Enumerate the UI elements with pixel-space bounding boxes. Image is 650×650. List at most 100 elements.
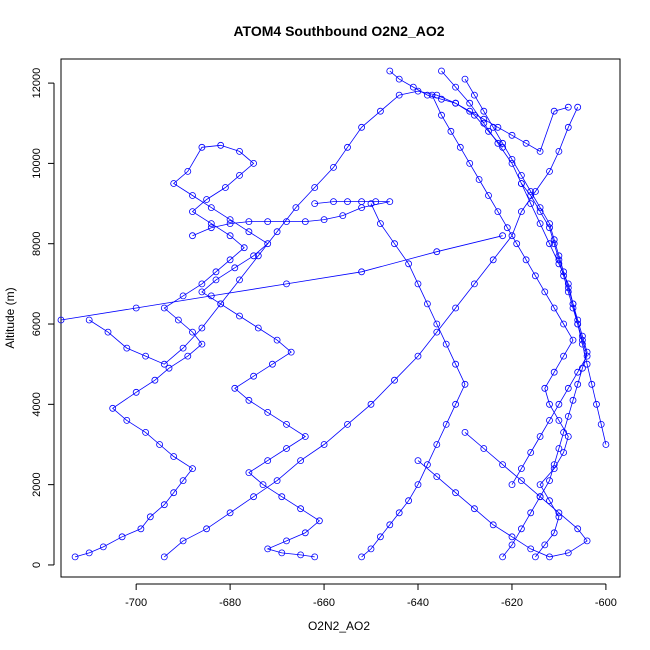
data-point: [245, 469, 253, 477]
data-point: [245, 396, 253, 404]
data-point: [287, 348, 295, 356]
data-point: [555, 256, 563, 264]
data-point: [179, 477, 187, 485]
data-point: [405, 260, 413, 268]
data-point: [189, 208, 196, 216]
data-point: [564, 123, 572, 131]
data-point: [278, 493, 286, 501]
data-point: [283, 218, 290, 226]
data-point: [283, 537, 290, 545]
data-point: [99, 543, 107, 551]
data-point: [118, 533, 126, 541]
data-point: [198, 143, 206, 151]
data-point: [508, 533, 516, 541]
data-point: [301, 433, 309, 440]
data-point: [536, 493, 544, 501]
data-point: [212, 268, 220, 276]
y-tick-label: 10000: [31, 148, 43, 179]
data-point: [456, 143, 464, 151]
data-point: [414, 280, 422, 288]
data-point: [555, 147, 563, 155]
series-line: [464, 78, 588, 558]
data-point: [207, 204, 215, 212]
data-point: [532, 188, 539, 195]
data-point: [367, 545, 375, 553]
data-point: [560, 320, 567, 328]
data-point: [160, 501, 168, 509]
data-point: [564, 412, 572, 420]
data-point: [236, 312, 243, 320]
data-point: [170, 489, 178, 497]
data-point: [550, 529, 558, 537]
data-point: [546, 167, 553, 175]
data-point: [254, 324, 262, 332]
data-point: [179, 292, 187, 300]
data-point: [71, 553, 79, 561]
data-point: [226, 220, 234, 228]
data-point: [376, 220, 384, 228]
data-point: [470, 91, 478, 99]
series-left-ascending-arm: [71, 141, 323, 561]
data-point: [320, 441, 328, 448]
data-point: [564, 103, 572, 111]
data-point: [574, 103, 582, 111]
data-point: [109, 404, 117, 412]
data-point: [536, 147, 544, 155]
data-point: [569, 336, 577, 344]
data-point: [264, 218, 272, 226]
data-point: [536, 433, 544, 440]
data-point: [367, 200, 375, 208]
data-point: [283, 445, 290, 452]
data-point: [541, 384, 549, 392]
data-point: [372, 198, 380, 206]
data-point: [217, 300, 225, 308]
series-line: [417, 432, 588, 558]
series-right-column-d: [508, 180, 591, 489]
data-point: [499, 461, 507, 469]
data-point: [217, 141, 225, 149]
data-point: [376, 533, 384, 541]
x-tick-label: -680: [219, 597, 241, 609]
data-point: [494, 123, 502, 131]
data-point: [245, 218, 253, 226]
data-point: [250, 372, 258, 380]
series-center-left-link: [57, 232, 507, 324]
data-point: [550, 461, 558, 469]
data-point: [174, 316, 182, 324]
data-point: [452, 99, 460, 107]
data-point: [550, 107, 558, 115]
data-point: [546, 553, 553, 561]
data-point: [395, 75, 403, 83]
data-point: [414, 457, 422, 465]
data-point: [480, 107, 488, 115]
data-point: [466, 99, 474, 107]
data-point: [466, 159, 474, 167]
data-point: [250, 252, 258, 260]
data-point: [189, 192, 196, 199]
data-point: [518, 180, 525, 187]
data-point: [489, 521, 497, 529]
data-point: [508, 481, 516, 489]
data-point: [57, 316, 65, 324]
data-point: [189, 328, 196, 336]
data-point: [546, 497, 553, 505]
data-point: [358, 123, 366, 131]
data-point: [518, 525, 525, 533]
data-point: [508, 541, 516, 549]
data-point: [555, 400, 563, 408]
y-tick-label: 12000: [31, 68, 43, 99]
data-point: [142, 352, 150, 360]
data-point: [438, 111, 445, 119]
x-axis-label: O2N2_AO2: [308, 619, 370, 633]
chart-title: ATOM4 Southbound O2N2_AO2: [233, 23, 444, 39]
data-point: [438, 67, 445, 75]
data-point: [330, 198, 337, 206]
x-tick-label: -620: [501, 597, 523, 609]
data-point: [423, 300, 431, 308]
data-point: [532, 553, 539, 561]
data-point: [518, 477, 525, 485]
data-point: [414, 352, 422, 360]
data-point: [602, 441, 610, 448]
data-point: [452, 304, 460, 312]
data-point: [485, 192, 492, 199]
